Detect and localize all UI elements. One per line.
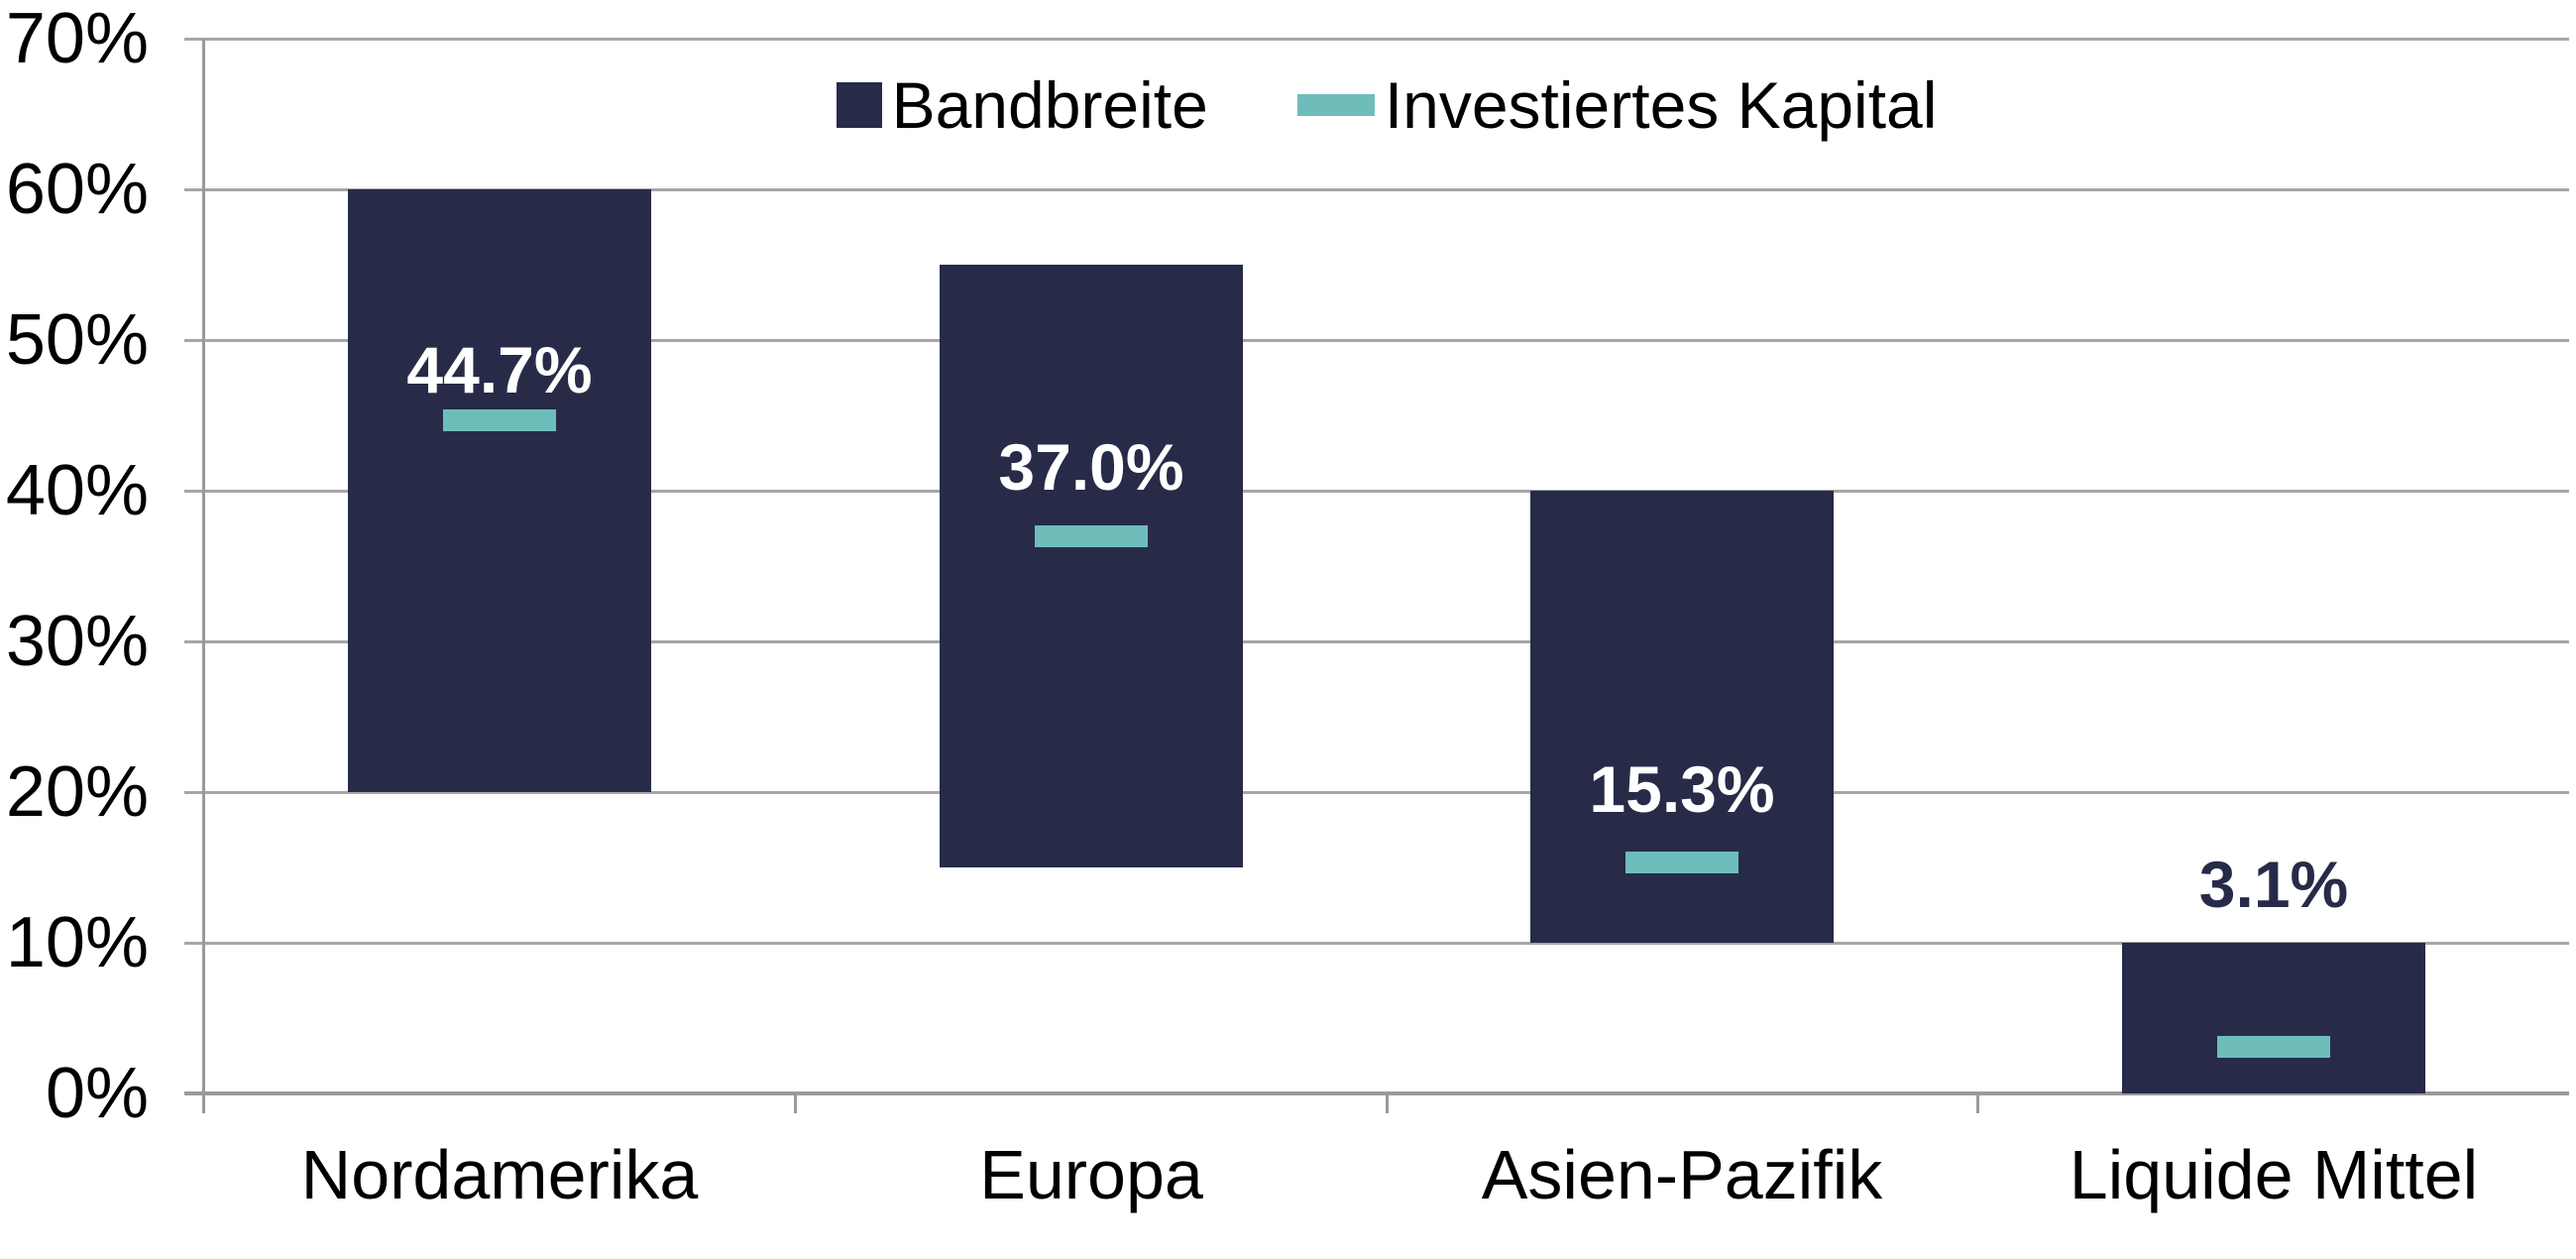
y-tick-label: 40% bbox=[5, 451, 149, 530]
data-label: 37.0% bbox=[998, 430, 1184, 504]
legend-item-investiertes-kapital: Investiertes Kapital bbox=[1296, 67, 1938, 143]
y-tick-label: 10% bbox=[5, 903, 149, 982]
gridline bbox=[184, 791, 2569, 794]
data-label: 15.3% bbox=[1589, 752, 1775, 826]
bandbreite-bar bbox=[348, 189, 651, 792]
x-category-label: Asien-Pazifik bbox=[1481, 1136, 1883, 1213]
investiertes-kapital-marker bbox=[1625, 852, 1738, 873]
x-axis-line bbox=[184, 1091, 2569, 1095]
investiertes-kapital-dash-swatch-icon bbox=[1296, 94, 1375, 116]
gridline bbox=[184, 188, 2569, 191]
bandbreite-bar bbox=[940, 265, 1243, 867]
x-category-label: Nordamerika bbox=[300, 1136, 699, 1213]
legend-item-bandbreite: Bandbreite bbox=[836, 67, 1208, 143]
gridline bbox=[184, 640, 2569, 643]
legend-label-bandbreite: Bandbreite bbox=[891, 68, 1208, 142]
y-tick-label: 70% bbox=[5, 0, 149, 78]
y-tick-label: 50% bbox=[5, 300, 149, 380]
x-axis-tick bbox=[1976, 1093, 1979, 1113]
gridline bbox=[184, 339, 2569, 342]
investiertes-kapital-marker bbox=[1035, 525, 1148, 547]
legend: Bandbreite Investiertes Kapital bbox=[204, 57, 2569, 153]
bandbreite-bar bbox=[1530, 491, 1834, 943]
legend-label-investiertes-kapital: Investiertes Kapital bbox=[1384, 68, 1938, 142]
investiertes-kapital-marker bbox=[443, 409, 556, 431]
bandbreite-square-swatch-icon bbox=[836, 82, 882, 128]
x-category-label: Europa bbox=[979, 1136, 1203, 1213]
bandbreite-bar bbox=[2122, 943, 2425, 1093]
y-tick-label: 20% bbox=[5, 752, 149, 832]
x-axis-tick bbox=[1386, 1093, 1389, 1113]
data-label: 44.7% bbox=[406, 333, 593, 406]
gridline bbox=[184, 38, 2569, 41]
y-axis-line bbox=[202, 39, 205, 1113]
y-tick-label: 30% bbox=[5, 602, 149, 681]
y-tick-label: 60% bbox=[5, 150, 149, 229]
x-category-label: Liquide Mittel bbox=[2069, 1136, 2479, 1213]
gridline bbox=[184, 490, 2569, 493]
y-tick-label: 0% bbox=[45, 1054, 149, 1133]
investiertes-kapital-marker bbox=[2217, 1036, 2330, 1058]
x-axis-tick bbox=[794, 1093, 797, 1113]
data-label: 3.1% bbox=[2198, 848, 2349, 921]
gridline bbox=[184, 942, 2569, 945]
